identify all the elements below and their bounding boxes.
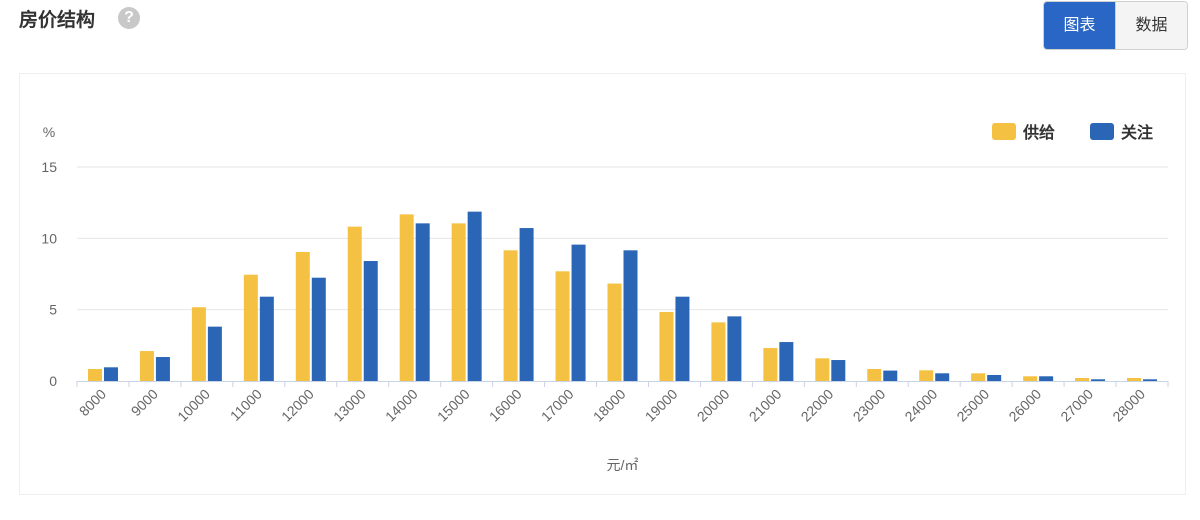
page-title: 房价结构: [19, 10, 96, 31]
x-tick-label: 11000: [227, 386, 265, 424]
bar-attention: [987, 375, 1002, 381]
x-tick-label: 25000: [953, 386, 992, 425]
y-axis-label: %: [43, 124, 55, 140]
bar-attention: [1091, 379, 1106, 381]
bar-supply: [555, 271, 570, 381]
bar-supply: [399, 214, 414, 381]
x-tick-label: 10000: [174, 386, 213, 425]
bar-supply: [87, 369, 102, 381]
bar-attention: [1039, 376, 1054, 381]
bar-supply: [503, 250, 518, 381]
x-tick-label: 20000: [694, 386, 733, 425]
bar-attention: [831, 360, 846, 381]
bar-attention: [935, 373, 950, 381]
bar-supply: [451, 223, 466, 381]
bar-supply: [191, 307, 206, 381]
bar-attention: [311, 277, 326, 381]
x-tick-label: 15000: [434, 386, 473, 425]
legend-label: 关注: [1121, 123, 1153, 142]
bar-supply: [1127, 378, 1142, 381]
y-tick-label: 5: [49, 302, 57, 318]
view-toggle: 图表 数据: [1043, 1, 1188, 50]
bar-attention: [207, 326, 222, 381]
y-tick-label: 0: [49, 373, 57, 389]
x-tick-label: 12000: [278, 386, 317, 425]
x-tick-label: 16000: [486, 386, 525, 425]
chart-panel: [19, 73, 1186, 495]
bar-supply: [919, 370, 934, 381]
bar-supply: [711, 322, 726, 381]
bar-attention: [363, 261, 378, 381]
chart-view-button[interactable]: 图表: [1044, 2, 1115, 49]
bar-attention: [415, 223, 430, 381]
bar-supply: [815, 358, 830, 381]
bar-supply: [659, 311, 674, 381]
legend-swatch-attention: [1090, 123, 1114, 140]
bar-attention: [519, 228, 534, 381]
x-tick-label: 9000: [128, 386, 161, 419]
bar-supply: [139, 351, 154, 381]
x-tick-label: 14000: [382, 386, 421, 425]
legend-swatch-supply: [992, 123, 1016, 140]
x-tick-label: 24000: [901, 386, 940, 425]
bar-attention: [779, 342, 794, 381]
bar-supply: [243, 274, 258, 381]
y-tick-label: 15: [41, 159, 57, 175]
x-tick-label: 22000: [798, 386, 837, 425]
x-tick-label: 19000: [642, 386, 681, 425]
x-tick-label: 27000: [1057, 386, 1096, 425]
x-tick-label: 23000: [850, 386, 889, 425]
bar-attention: [675, 296, 690, 381]
bar-supply: [971, 373, 986, 381]
bar-attention: [467, 211, 482, 381]
bar-attention: [883, 370, 898, 381]
bar-supply: [607, 283, 622, 381]
bar-attention: [259, 296, 274, 381]
bar-supply: [1075, 378, 1090, 381]
x-tick-label: 26000: [1005, 386, 1044, 425]
bar-attention: [155, 357, 170, 381]
bar-attention: [103, 367, 118, 381]
x-tick-label: 17000: [538, 386, 577, 425]
legend-label: 供给: [1022, 123, 1055, 142]
bar-attention: [727, 316, 742, 381]
bar-supply: [295, 252, 310, 381]
x-tick-label: 13000: [330, 386, 369, 425]
bar-supply: [763, 348, 778, 381]
bar-attention: [1143, 379, 1158, 381]
data-view-button[interactable]: 数据: [1115, 2, 1187, 49]
x-tick-label: 21000: [746, 386, 785, 425]
bar-supply: [867, 369, 882, 381]
x-tick-label: 28000: [1109, 386, 1148, 425]
x-axis-label: 元/㎡: [607, 457, 639, 473]
x-tick-label: 8000: [76, 386, 109, 419]
bar-supply: [1023, 376, 1038, 381]
bar-supply: [347, 226, 362, 381]
bar-attention: [571, 244, 586, 381]
y-tick-label: 10: [41, 230, 57, 246]
x-tick-label: 18000: [590, 386, 629, 425]
help-icon[interactable]: ?: [118, 7, 140, 29]
bar-attention: [623, 250, 638, 381]
